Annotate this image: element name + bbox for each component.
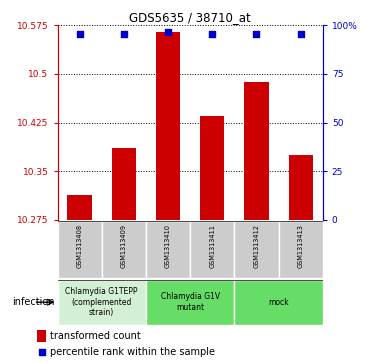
Text: GSM1313411: GSM1313411 bbox=[209, 224, 215, 268]
Bar bbox=[200, 116, 224, 220]
Bar bbox=[58, 221, 102, 278]
Text: GSM1313413: GSM1313413 bbox=[298, 224, 304, 268]
Bar bbox=[156, 32, 180, 220]
Point bbox=[209, 31, 215, 37]
Bar bbox=[190, 221, 234, 278]
Text: GSM1313409: GSM1313409 bbox=[121, 224, 127, 268]
Title: GDS5635 / 38710_at: GDS5635 / 38710_at bbox=[129, 11, 251, 24]
Bar bbox=[234, 280, 323, 325]
Bar bbox=[289, 155, 313, 220]
Point bbox=[121, 31, 127, 37]
Text: Chlamydia G1V
mutant: Chlamydia G1V mutant bbox=[161, 293, 220, 312]
Text: transformed count: transformed count bbox=[50, 331, 141, 341]
Point bbox=[165, 29, 171, 35]
Point bbox=[77, 31, 83, 37]
Point bbox=[253, 31, 259, 37]
Bar bbox=[146, 221, 190, 278]
Bar bbox=[37, 330, 46, 342]
Point bbox=[298, 31, 303, 37]
Text: GSM1313412: GSM1313412 bbox=[253, 224, 259, 268]
Text: infection: infection bbox=[12, 297, 55, 307]
Text: mock: mock bbox=[268, 298, 289, 307]
Bar bbox=[244, 82, 269, 220]
Bar bbox=[234, 221, 279, 278]
Text: GSM1313408: GSM1313408 bbox=[76, 224, 83, 268]
Text: Chlamydia G1TEPP
(complemented
strain): Chlamydia G1TEPP (complemented strain) bbox=[65, 287, 138, 317]
Bar bbox=[68, 195, 92, 220]
Bar bbox=[146, 280, 234, 325]
Bar bbox=[112, 148, 136, 220]
Text: percentile rank within the sample: percentile rank within the sample bbox=[50, 347, 215, 357]
Bar bbox=[58, 280, 146, 325]
Bar bbox=[279, 221, 323, 278]
Bar bbox=[102, 221, 146, 278]
Text: GSM1313410: GSM1313410 bbox=[165, 224, 171, 268]
